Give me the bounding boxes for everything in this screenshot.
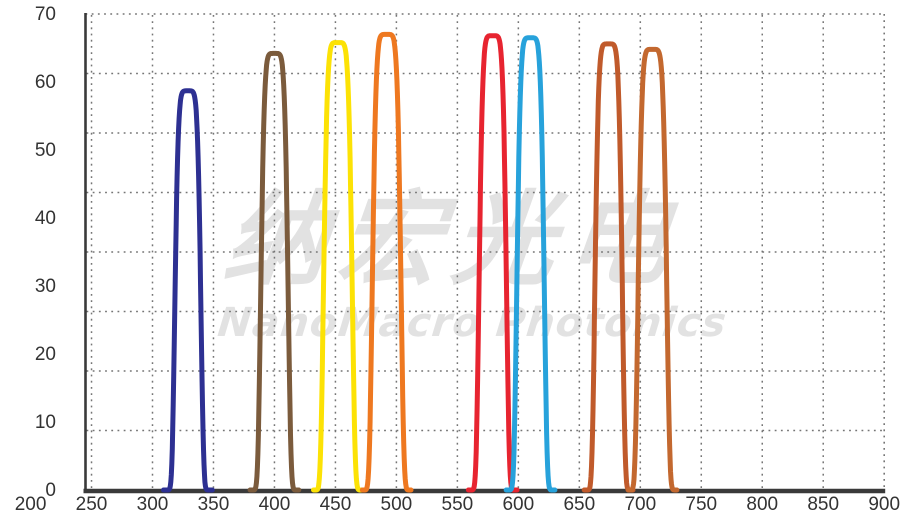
y-tick-label: 70 [35, 4, 56, 25]
x-tick-label: 650 [563, 494, 595, 515]
y-tick-label: 20 [35, 344, 56, 365]
filter-curve-674nm [581, 41, 636, 493]
y-tick-label: 0 [45, 480, 56, 501]
y-tick-label: 10 [35, 412, 56, 433]
x-tick-label: 400 [259, 494, 291, 515]
x-tick-label: 550 [442, 494, 474, 515]
y-tick-label: 50 [35, 140, 56, 161]
x-tick-label: 250 [76, 494, 108, 515]
y-tick-label: 30 [35, 276, 56, 297]
x-tick-label: 300 [137, 494, 169, 515]
x-tick-label: 500 [381, 494, 413, 515]
filter-curve-400nm [247, 50, 302, 493]
x-tick-label: 800 [746, 494, 778, 515]
filter-curve-610nm [503, 35, 558, 493]
x-tick-label: 850 [807, 494, 839, 515]
filter-curve-710nm [625, 46, 680, 493]
y-tick-label: 60 [35, 72, 56, 93]
x-tick-label: 900 [868, 494, 900, 515]
filter-curve-452nm [311, 40, 365, 493]
filter-curve-579nm [465, 33, 520, 493]
x-tick-label: 700 [624, 494, 656, 515]
x-tick-label: 350 [198, 494, 230, 515]
x-tick-label: 200 [15, 494, 47, 515]
x-tick-label: 600 [502, 494, 534, 515]
x-tick-label: 750 [685, 494, 717, 515]
filter-curve-329nm [161, 88, 215, 493]
filter-curve-492nm [359, 31, 414, 493]
y-tick-label: 40 [35, 208, 56, 229]
x-tick-label: 450 [320, 494, 352, 515]
